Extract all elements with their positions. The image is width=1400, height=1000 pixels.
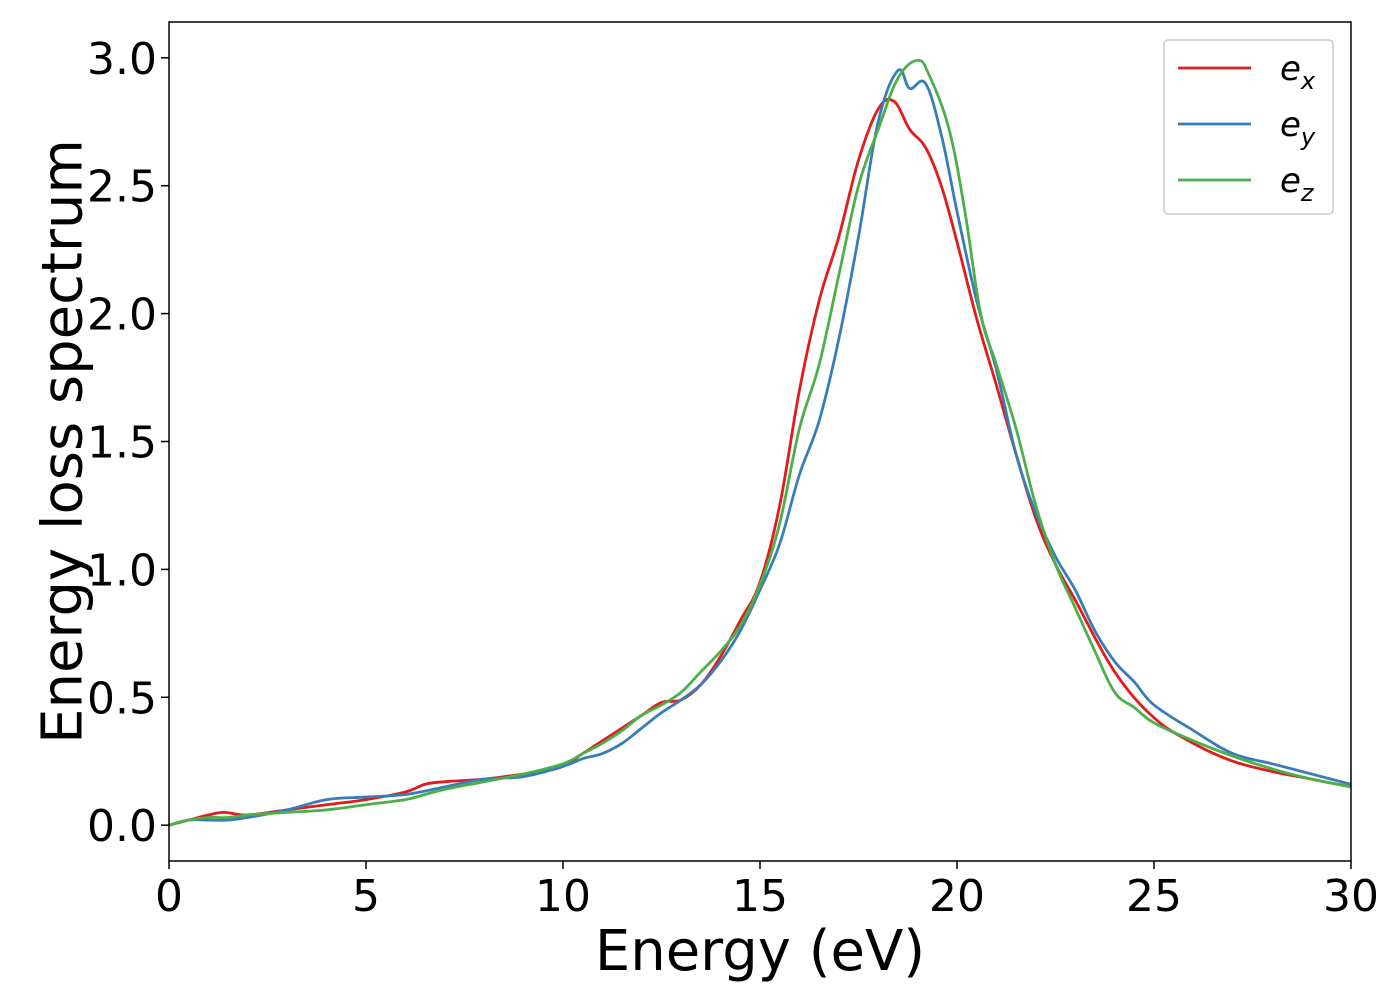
series-line-y — [169, 68, 1351, 827]
ticks-layer: 0 5 10 15 20 25 30 0.0 0.5 1.0 1.5 2.0 2.5 3.0 — [87, 34, 1379, 922]
x-tick-label: 20 — [929, 871, 985, 922]
x-tick-label: 5 — [352, 871, 380, 922]
legend: ex ey ez — [1163, 39, 1334, 215]
x-tick-label: 25 — [1126, 871, 1182, 922]
x-tick-label: 10 — [535, 871, 591, 922]
legend-label-y: ey — [1280, 105, 1316, 151]
x-tick-label: 30 — [1323, 871, 1379, 922]
y-tick-label: 0.0 — [87, 801, 157, 852]
y-tick-label: 2.0 — [87, 290, 157, 341]
x-tick-label: 0 — [155, 871, 183, 922]
x-tick-label: 15 — [732, 871, 788, 922]
legend-box — [1163, 39, 1334, 215]
x-axis-title: Energy (eV) — [595, 919, 925, 984]
y-tick-label: 2.5 — [87, 162, 157, 213]
legend-label-z: ez — [1280, 161, 1315, 207]
series-layer — [169, 58, 1351, 827]
y-axis-title: Energy loss spectrum — [31, 139, 96, 744]
legend-label-x: ex — [1280, 49, 1316, 95]
y-tick-label: 0.5 — [87, 673, 157, 724]
y-tick-label: 1.5 — [87, 418, 157, 469]
y-tick-label: 3.0 — [87, 34, 157, 85]
y-tick-label: 1.0 — [87, 545, 157, 596]
series-line-z — [169, 58, 1351, 827]
